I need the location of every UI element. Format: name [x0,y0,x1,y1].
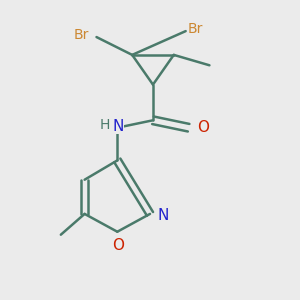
Text: N: N [112,119,124,134]
Text: O: O [112,238,124,253]
Text: Br: Br [74,28,89,42]
Text: Br: Br [187,22,202,36]
Text: O: O [197,120,209,135]
Text: H: H [100,118,110,132]
Text: N: N [158,208,169,223]
